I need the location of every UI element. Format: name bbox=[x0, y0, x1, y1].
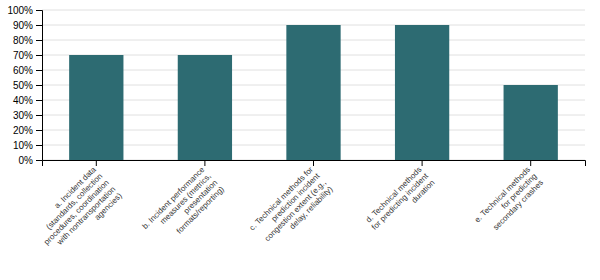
x-tick-mark bbox=[313, 160, 314, 166]
x-tick-label-line: agencies) bbox=[93, 191, 124, 222]
x-tick: c. Technical methods forprediction incid… bbox=[248, 160, 335, 252]
y-tick-label: 60% bbox=[13, 65, 33, 76]
bar bbox=[395, 25, 449, 160]
x-tick-label-line: congestion extent (e.g., bbox=[263, 178, 328, 243]
x-tick-mark bbox=[530, 160, 531, 166]
y-tick-label: 50% bbox=[13, 80, 33, 91]
bar bbox=[69, 55, 123, 160]
y-tick: 100% bbox=[7, 5, 42, 16]
x-axis: a. Incident data(standards, collectionpr… bbox=[29, 160, 585, 260]
x-tick-label: e. Technical methodsfor predictingsecond… bbox=[473, 165, 545, 237]
y-axis: 0% 10% 20% 30% 40% 50% 60% 70% 80% 90% 100% bbox=[7, 5, 42, 166]
y-tick: 90% bbox=[13, 20, 42, 31]
y-tick-mark bbox=[36, 10, 42, 11]
y-axis-line bbox=[36, 11, 43, 161]
y-tick-mark bbox=[36, 160, 42, 161]
x-axis-line bbox=[43, 161, 586, 167]
bar bbox=[178, 55, 232, 160]
y-tick-label: 20% bbox=[13, 125, 33, 136]
bar bbox=[286, 25, 340, 160]
y-tick-mark bbox=[36, 115, 42, 116]
y-tick: 0% bbox=[19, 155, 42, 166]
x-tick-label-line: with nontransportation bbox=[54, 185, 117, 248]
x-tick-label-line: duration bbox=[410, 178, 437, 205]
x-tick-label-line: delay, reliability) bbox=[288, 184, 335, 231]
y-tick-label: 0% bbox=[19, 155, 34, 166]
y-tick: 60% bbox=[13, 65, 42, 76]
y-tick-label: 100% bbox=[7, 5, 33, 16]
grid bbox=[42, 10, 585, 160]
y-tick-label: 80% bbox=[13, 35, 33, 46]
x-tick: e. Technical methodsfor predictingsecond… bbox=[473, 160, 545, 237]
y-tick-mark bbox=[36, 85, 42, 86]
y-tick: 40% bbox=[13, 95, 42, 106]
grid-line bbox=[42, 10, 585, 11]
y-tick-mark bbox=[36, 40, 42, 41]
y-tick-mark bbox=[36, 100, 42, 101]
x-tick-label-line: secondary crashes bbox=[491, 178, 545, 232]
x-tick-label: a. Incident data(standards, collectionpr… bbox=[29, 165, 124, 260]
x-tick: a. Incident data(standards, collectionpr… bbox=[29, 160, 124, 260]
bars bbox=[69, 25, 558, 160]
x-tick-mark bbox=[422, 160, 423, 166]
chart: 0% 10% 20% 30% 40% 50% 60% 70% 80% 90% 100% a. Inci… bbox=[0, 0, 600, 280]
x-tick-label-line: formats/reporting) bbox=[175, 184, 226, 235]
y-tick: 30% bbox=[13, 110, 42, 121]
x-tick-label: b. Incident performancemeasures (metrics… bbox=[141, 165, 227, 251]
x-tick-mark bbox=[204, 160, 205, 166]
y-tick-label: 40% bbox=[13, 95, 33, 106]
y-tick-mark bbox=[36, 55, 42, 56]
x-tick-label-line: for predicting incident bbox=[370, 171, 431, 232]
x-tick-label: d. Technical methodsfor predicting incid… bbox=[363, 165, 437, 239]
bar bbox=[504, 85, 558, 160]
y-tick-mark bbox=[36, 25, 42, 26]
y-tick-label: 90% bbox=[13, 20, 33, 31]
y-tick: 20% bbox=[13, 125, 42, 136]
y-tick-mark bbox=[36, 145, 42, 146]
y-tick: 70% bbox=[13, 50, 42, 61]
x-tick-label: c. Technical methods forprediction incid… bbox=[248, 165, 335, 252]
x-tick: b. Incident performancemeasures (metrics… bbox=[141, 160, 227, 250]
y-tick-label: 10% bbox=[13, 140, 33, 151]
y-tick: 10% bbox=[13, 140, 42, 151]
y-tick-mark bbox=[36, 130, 42, 131]
y-tick-label: 70% bbox=[13, 50, 33, 61]
y-tick: 50% bbox=[13, 80, 42, 91]
y-tick-mark bbox=[36, 70, 42, 71]
x-tick-mark bbox=[96, 160, 97, 166]
x-tick: d. Technical methodsfor predicting incid… bbox=[363, 160, 437, 238]
y-tick-label: 30% bbox=[13, 110, 33, 121]
plot: 0% 10% 20% 30% 40% 50% 60% 70% 80% 90% 100% a. Inci… bbox=[7, 5, 585, 260]
y-tick: 80% bbox=[13, 35, 42, 46]
